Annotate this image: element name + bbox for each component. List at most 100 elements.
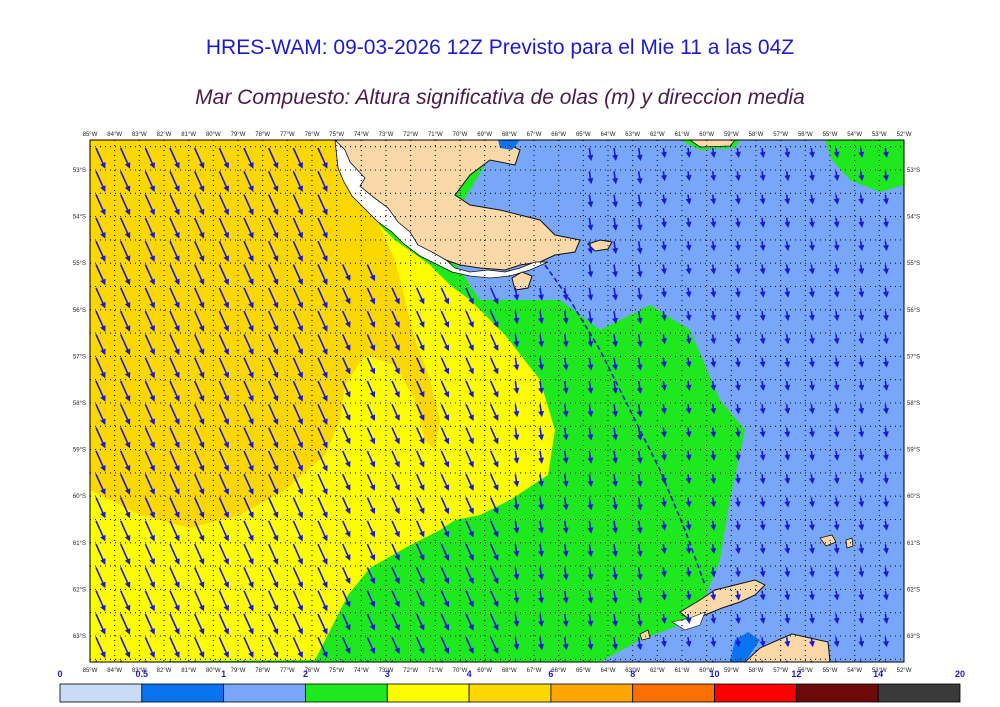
wave-arrow [710,450,717,461]
wave-arrow [612,357,619,371]
wave-arrow [317,567,328,589]
wave-arrow [119,497,131,519]
wave-arrow [193,310,205,332]
wave-arrow [685,474,692,485]
wave-arrow [391,497,400,515]
wave-arrow [759,543,766,555]
wave-arrow [243,147,254,169]
wave-arrow [636,497,643,511]
wave-arrow [489,473,499,491]
wave-arrow [734,357,741,368]
wave-arrow [759,241,766,252]
wave-arrow [858,567,865,578]
wave-arrow [243,636,254,659]
wave-arrow [489,497,499,515]
lon-label: 77°W [280,668,295,674]
wave-arrow [243,497,254,519]
wave-arrow [415,497,425,515]
lon-label: 62°W [650,132,665,138]
wave-arrow [292,590,303,612]
lon-label: 62°W [650,668,665,674]
wave-arrow [513,474,520,488]
wave-arrow [513,567,520,581]
lat-label: 53°S [73,168,86,174]
wave-arrow [119,334,131,356]
wave-arrow [366,357,376,375]
lon-label: 67°W [527,668,542,674]
wave-arrow [119,240,131,262]
wave-arrow [95,497,106,519]
wave-arrow [391,473,400,491]
lat-label: 54°S [73,215,86,221]
wave-arrow [317,590,328,612]
wave-arrow [144,287,155,309]
lon-label: 71°W [428,132,443,138]
wave-arrow [292,357,303,379]
wave-arrow [587,590,594,604]
wave-arrow [660,427,667,438]
wave-arrow [882,357,889,368]
wave-arrow [193,403,205,426]
wave-arrow [95,403,106,426]
lat-label: 53°S [907,168,920,174]
lon-label: 55°W [823,668,838,674]
wave-arrow [292,636,303,659]
wave-arrow [292,170,303,193]
wave-arrow [858,380,865,391]
wave-arrow [660,497,667,508]
wave-arrow [193,427,205,449]
wave-arrow [562,287,569,301]
wave-arrow [660,404,667,415]
lon-label: 69°W [477,132,492,138]
wave-arrow [119,403,131,426]
wave-arrow [218,310,229,332]
wave-arrow [489,334,499,352]
wave-arrow [243,403,254,426]
wave-arrow [636,334,643,348]
wave-arrow [341,403,351,422]
wave-arrow [784,637,791,648]
wave-arrow [489,590,499,608]
wave-arrow [513,357,520,371]
wave-arrow [193,473,205,495]
wave-arrow [784,241,791,252]
lat-label: 63°S [907,634,920,640]
wave-arrow [243,543,254,565]
wave-arrow [612,287,619,301]
wave-arrow [660,450,667,461]
wave-arrow [391,636,400,655]
wave-arrow [759,497,766,508]
land-top-patch [689,140,736,148]
wave-arrow [759,567,766,578]
wave-arrow [538,497,545,511]
wave-arrow [759,427,766,438]
wave-arrow [685,427,692,438]
wave-arrow [636,241,643,255]
wave-arrow [440,613,450,631]
wave-arrow [440,450,450,468]
wave-arrow [612,520,619,534]
latitude-labels: 53°S 53°S 54°S 54°S 55°S 55°S 56°S 56°S 57°S 57°S… [73,168,920,640]
wave-arrow [465,334,474,352]
wave-arrow [292,380,303,402]
wave-arrow [734,613,741,624]
wave-arrow [734,147,741,158]
wave-arrow [119,217,131,239]
wave-arrow [587,543,594,558]
wave-arrow [562,543,569,558]
wave-arrow [144,380,155,402]
wave-arrow [144,473,155,495]
wave-arrow [489,450,499,468]
wave-arrow [513,287,520,301]
wave-arrow [660,637,667,648]
wave-arrow [636,613,643,627]
wave-arrow [612,264,619,278]
wave-arrow [882,543,889,555]
wave-arrow [562,613,569,627]
colorbar-label: 6 [548,669,553,679]
wave-arrow [169,543,180,565]
colorbar-label: 3 [385,669,390,679]
wave-arrow [218,497,229,519]
lon-label: 59°W [724,132,739,138]
